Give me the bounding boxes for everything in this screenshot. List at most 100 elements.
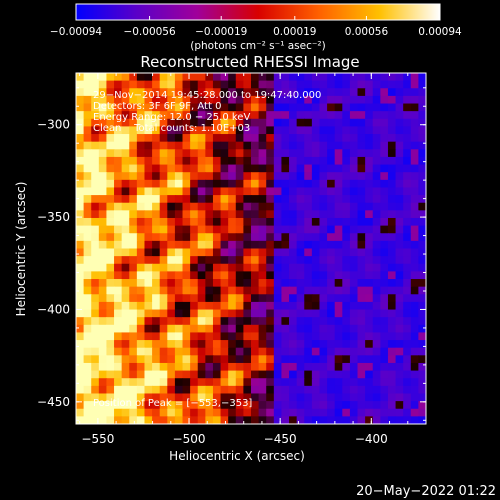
heatmap-cell: [174, 355, 184, 364]
heatmap-cell: [289, 271, 298, 280]
heatmap-cell: [395, 195, 404, 204]
heatmap-cell: [228, 263, 237, 272]
heatmap-cell: [114, 164, 123, 173]
heatmap-cell: [182, 225, 191, 234]
heatmap-cell: [220, 225, 229, 234]
heatmap-cell: [281, 80, 290, 89]
heatmap-cell: [380, 317, 389, 326]
heatmap-cell: [311, 134, 321, 143]
heatmap-cell: [418, 225, 426, 234]
heatmap-cell: [334, 324, 343, 334]
heatmap-cell: [91, 385, 100, 395]
heatmap-cell: [334, 309, 343, 318]
colorbar: −0.00094 −0.00056 −0.00019 0.00019 0.00056 0.…: [50, 3, 462, 52]
heatmap-cell: [365, 271, 374, 280]
heatmap-cell: [152, 416, 161, 424]
heatmap-cell: [334, 385, 343, 395]
heatmap-cell: [83, 126, 92, 135]
heatmap-cell: [327, 256, 336, 265]
heatmap-cell: [342, 73, 351, 82]
heatmap-cell: [357, 408, 366, 417]
heatmap-cell: [76, 309, 85, 318]
heatmap-cell: [76, 324, 85, 334]
heatmap-cell: [395, 73, 404, 82]
heatmap-cell: [387, 187, 397, 196]
heatmap-cell: [410, 187, 419, 196]
heatmap-cell: [167, 156, 176, 166]
heatmap-cell: [220, 187, 229, 196]
heatmap-cell: [197, 355, 206, 364]
heatmap-cell: [410, 172, 419, 181]
heatmap-cell: [136, 408, 146, 417]
heatmap-cell: [212, 324, 222, 334]
heatmap-cell: [228, 195, 237, 204]
heatmap-cell: [98, 324, 108, 334]
heatmap-cell: [152, 362, 161, 372]
heatmap-cell: [319, 248, 328, 257]
heatmap-cell: [380, 408, 389, 417]
heatmap-cell: [327, 286, 336, 295]
heatmap-cell: [266, 355, 275, 364]
heatmap-cell: [152, 355, 161, 364]
heatmap-cell: [197, 80, 206, 89]
heatmap-cell: [76, 195, 85, 204]
heatmap-cell: [380, 149, 389, 158]
heatmap-cell: [98, 73, 108, 82]
heatmap-cell: [197, 370, 206, 379]
heatmap-cell: [197, 111, 206, 120]
plot-frame: [75, 72, 427, 425]
heatmap-cell: [136, 256, 146, 265]
heatmap-cell: [152, 263, 161, 272]
heatmap-cell: [281, 401, 290, 410]
heatmap-cell: [372, 210, 381, 219]
heatmap-cell: [228, 362, 237, 372]
heatmap-cell: [273, 179, 283, 189]
heatmap-cell: [403, 164, 412, 173]
heatmap-cell: [319, 301, 328, 311]
heatmap-cell: [114, 309, 123, 318]
heatmap-cell: [357, 187, 366, 196]
heatmap-cell: [167, 256, 176, 265]
heatmap-cell: [266, 179, 275, 189]
heatmap-cell: [159, 217, 168, 227]
heatmap-cell: [372, 179, 381, 189]
heatmap-cell: [311, 95, 321, 105]
heatmap-cell: [174, 156, 184, 166]
heatmap-cell: [212, 370, 222, 379]
heatmap-cell: [258, 401, 267, 410]
heatmap-cell: [365, 149, 374, 158]
heatmap-cell: [159, 256, 168, 265]
heatmap-cell: [98, 118, 108, 128]
heatmap-cell: [205, 156, 214, 166]
heatmap-cell: [159, 172, 168, 181]
heatmap-cell: [342, 263, 351, 272]
heatmap-cell: [228, 370, 237, 379]
heatmap-cell: [289, 340, 298, 349]
heatmap-cell: [403, 126, 412, 135]
heatmap-cell: [182, 111, 191, 120]
heatmap-cell: [418, 217, 426, 227]
heatmap-cell: [121, 103, 130, 112]
heatmap-cell: [174, 286, 184, 295]
heatmap-cell: [349, 332, 359, 341]
heatmap-cell: [403, 408, 412, 417]
heatmap-cell: [251, 309, 260, 318]
heatmap-cell: [365, 256, 374, 265]
heatmap-cell: [403, 225, 412, 234]
heatmap-cell: [144, 73, 153, 82]
heatmap-cell: [197, 172, 206, 181]
heatmap-cell: [228, 156, 237, 166]
heatmap-cell: [91, 401, 100, 410]
heatmap-cell: [220, 279, 229, 288]
heatmap-cell: [334, 317, 343, 326]
heatmap-cell: [129, 80, 138, 89]
heatmap-cell: [380, 340, 389, 349]
heatmap-cell: [136, 362, 146, 372]
heatmap-cell: [136, 172, 146, 181]
heatmap-cell: [349, 408, 359, 417]
heatmap-cell: [342, 408, 351, 417]
heatmap-cell: [319, 240, 328, 250]
heatmap-cell: [205, 309, 214, 318]
heatmap-cell: [106, 301, 115, 311]
heatmap-cell: [349, 347, 359, 356]
